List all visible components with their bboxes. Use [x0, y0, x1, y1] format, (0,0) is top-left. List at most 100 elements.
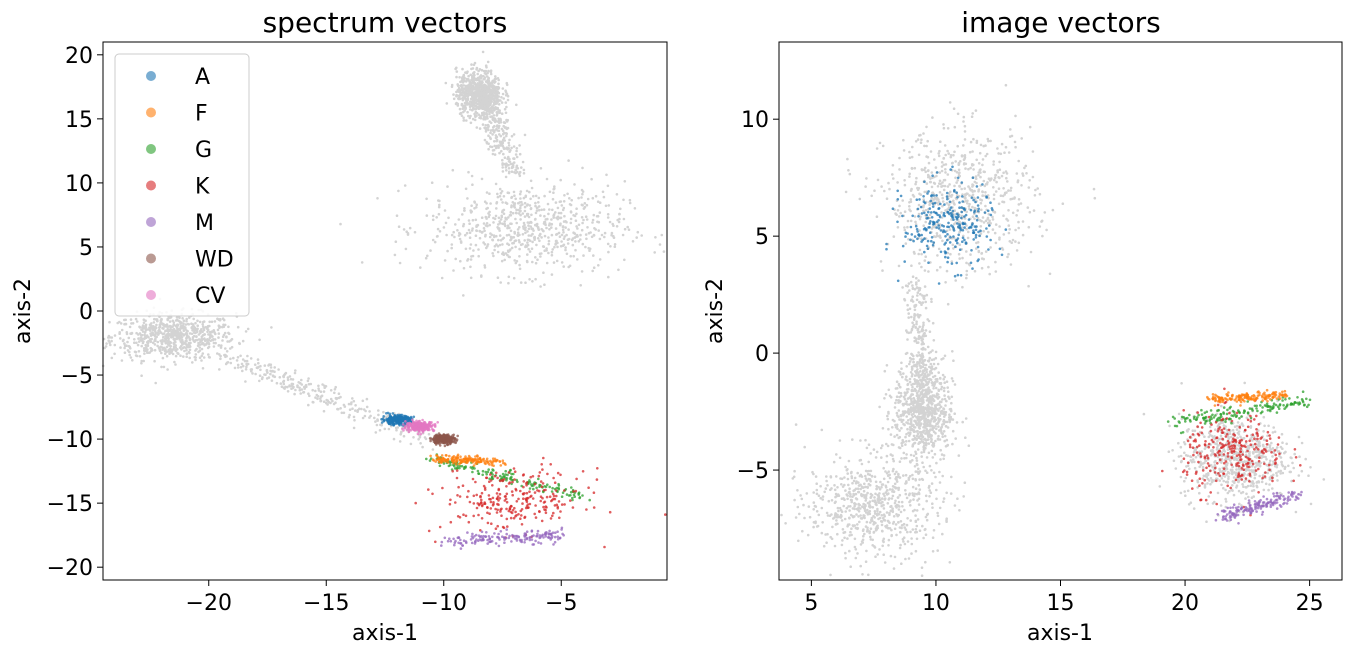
background-point — [547, 239, 551, 243]
background-point — [278, 376, 282, 379]
background-point — [519, 213, 522, 217]
background-point — [182, 322, 185, 325]
point-k — [497, 499, 500, 502]
point-k — [461, 484, 465, 488]
background-point — [507, 233, 511, 237]
background-point — [1007, 189, 1010, 192]
background-point — [193, 329, 196, 332]
background-point — [503, 139, 507, 142]
background-point — [510, 134, 514, 138]
background-point — [604, 204, 608, 208]
background-point — [924, 220, 927, 224]
background-point — [479, 80, 482, 83]
background-point — [479, 76, 483, 79]
background-point — [241, 358, 245, 361]
point-cv — [413, 421, 416, 424]
point-k — [474, 480, 477, 484]
background-point — [500, 214, 504, 218]
background-point — [108, 341, 111, 345]
background-point — [916, 291, 920, 295]
background-point — [577, 223, 581, 227]
background-point — [622, 217, 626, 221]
background-point — [485, 92, 488, 95]
point-g — [570, 486, 573, 489]
point-k — [462, 513, 465, 516]
background-point — [948, 228, 952, 231]
point-cv — [431, 427, 434, 431]
background-point — [979, 201, 983, 205]
background-point — [550, 226, 553, 229]
background-point — [518, 174, 522, 178]
background-point — [461, 67, 464, 71]
point-m — [469, 538, 473, 541]
background-point — [559, 216, 563, 220]
background-point — [499, 191, 503, 195]
background-point — [529, 207, 533, 210]
background-point — [545, 261, 549, 265]
background-point — [280, 385, 284, 389]
background-point — [141, 330, 145, 333]
point-k — [431, 492, 434, 496]
background-point — [1026, 206, 1030, 209]
point-cv — [407, 428, 411, 432]
background-point — [307, 403, 310, 407]
point-g — [571, 498, 574, 502]
background-point — [554, 227, 558, 230]
point-k — [581, 470, 585, 473]
background-point — [532, 236, 536, 240]
background-point — [545, 226, 548, 230]
background-point — [510, 222, 513, 226]
point-m — [456, 536, 460, 540]
background-point — [1003, 151, 1006, 154]
background-point — [935, 234, 939, 237]
y-tick-label: 5 — [79, 236, 93, 261]
background-point — [212, 345, 216, 348]
background-point — [340, 411, 344, 415]
background-point — [497, 103, 501, 106]
background-point — [500, 101, 504, 104]
background-point — [502, 132, 506, 135]
background-point — [504, 101, 508, 104]
point-g — [455, 467, 459, 470]
background-point — [471, 117, 475, 121]
background-point — [539, 167, 543, 170]
point-k — [489, 498, 492, 501]
point-k — [540, 519, 544, 523]
point-g — [578, 496, 581, 500]
point-k — [544, 508, 547, 512]
background-point — [998, 225, 1001, 228]
background-point — [201, 352, 205, 355]
background-point — [562, 200, 566, 203]
point-k — [489, 500, 493, 504]
point-a — [392, 422, 396, 426]
background-point — [158, 328, 161, 332]
point-f — [502, 461, 505, 465]
background-point — [991, 215, 994, 219]
background-point — [483, 104, 487, 107]
background-point — [946, 185, 950, 188]
background-point — [218, 368, 221, 371]
background-point — [494, 146, 498, 150]
background-point — [200, 347, 204, 351]
background-point — [1009, 186, 1013, 190]
point-g — [473, 467, 476, 470]
background-point — [948, 183, 951, 186]
point-k — [455, 469, 459, 472]
point-g — [425, 457, 428, 461]
background-point — [122, 338, 125, 342]
background-point — [360, 407, 363, 411]
background-point — [179, 332, 183, 336]
background-point — [500, 198, 503, 201]
background-point — [533, 218, 537, 221]
background-point — [470, 174, 474, 178]
background-point — [465, 231, 469, 235]
background-point — [408, 226, 412, 230]
background-point — [957, 162, 961, 166]
background-point — [941, 239, 944, 243]
background-point — [519, 243, 523, 247]
background-point — [550, 250, 554, 254]
background-point — [383, 427, 387, 431]
background-point — [471, 72, 475, 75]
background-point — [1038, 225, 1042, 228]
background-point — [523, 209, 527, 213]
